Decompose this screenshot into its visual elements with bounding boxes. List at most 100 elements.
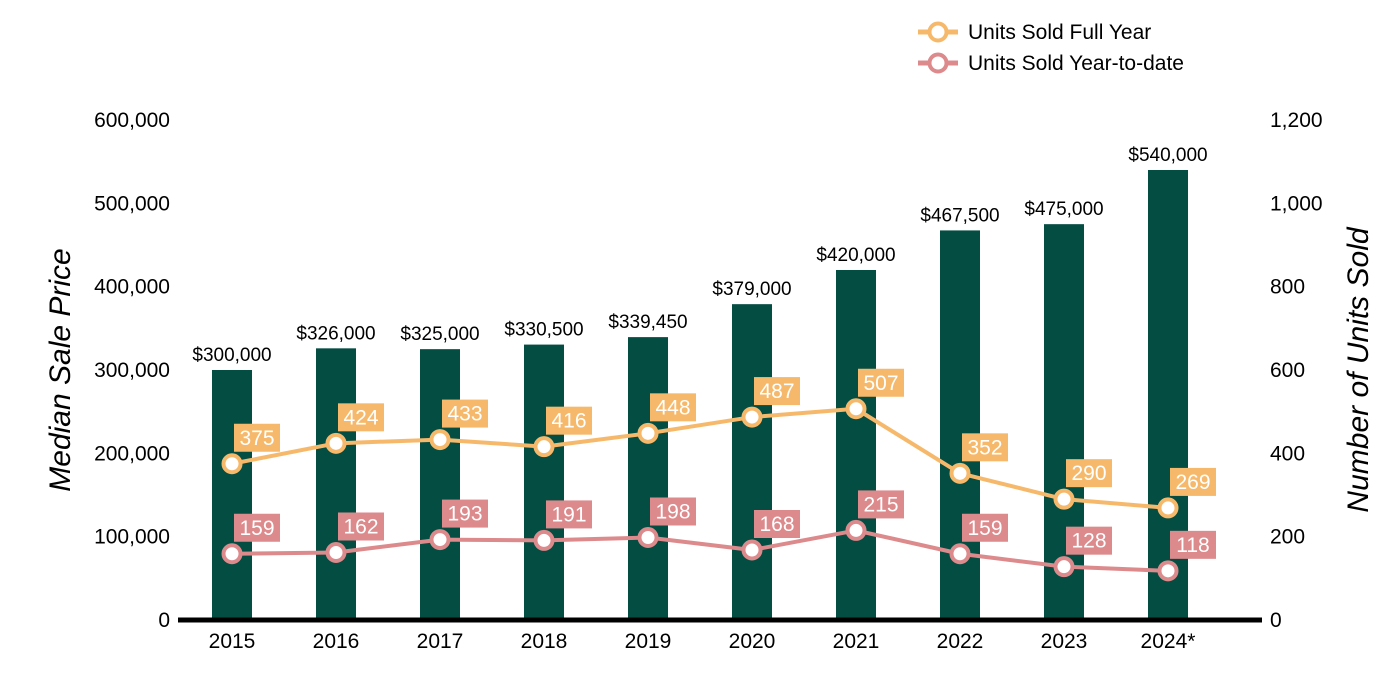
series-point: [741, 406, 763, 428]
y2-axis-title: Number of Units Sold: [1342, 226, 1375, 512]
series-point: [949, 543, 971, 565]
x-tick-label: 2019: [625, 630, 672, 653]
series-point: [1053, 488, 1075, 510]
y2-tick-label: 400: [1270, 442, 1305, 465]
bar: [628, 337, 668, 620]
point-value-label: 433: [447, 403, 482, 426]
point-label-box: [442, 399, 488, 428]
x-tick-label: 2016: [313, 630, 360, 653]
legend-item-ytd: Units Sold Year-to-date: [918, 52, 1184, 75]
y-tick-label: 500,000: [94, 192, 170, 215]
legend-ytd-marker: [927, 52, 949, 74]
point-label-box: [962, 513, 1008, 542]
series-point: [741, 539, 763, 561]
x-axis-ticks: 2015 2016 2017 2018 2019 2020 2021 2022 2023 2024…: [209, 630, 1196, 653]
point-value-label: 416: [551, 410, 586, 433]
point-value-label: 424: [343, 406, 378, 429]
y-tick-label: 400,000: [94, 276, 170, 299]
bar-value-labels: $300,000 $326,000 $325,000 $330,500 $339,450…: [192, 145, 1207, 366]
bar: [732, 304, 772, 620]
point-value-label: 159: [239, 517, 274, 540]
point-label-box: [858, 490, 904, 519]
series-point: [949, 462, 971, 484]
point-label-box: [754, 510, 800, 538]
point-value-label: 191: [551, 503, 586, 526]
point-value-label: 507: [863, 372, 898, 395]
point-value-label: 352: [967, 436, 1002, 459]
y-tick-label: 100,000: [94, 526, 170, 549]
line-series: 375 424 433 416 448 487 507 352 290 269 159 162 193 1…: [221, 368, 1216, 582]
series-point: [221, 453, 243, 475]
bar-value-label: $467,500: [920, 205, 999, 226]
point-label-box: [442, 499, 488, 528]
point-value-label: 193: [447, 503, 482, 526]
bar-value-label: $330,500: [504, 320, 583, 341]
series-point: [1053, 556, 1075, 578]
legend: Units Sold Full Year Units Sold Year-to-…: [918, 21, 1184, 75]
x-tick-label: 2017: [417, 630, 464, 653]
point-value-label: 128: [1071, 530, 1106, 553]
series-point: [325, 432, 347, 454]
bar: [212, 370, 252, 620]
point-label-box: [1170, 467, 1216, 496]
x-tick-label: 2015: [209, 630, 256, 653]
series-line: [231, 406, 1169, 510]
x-tick-label: 2021: [833, 630, 880, 653]
bar-value-label: $379,000: [712, 279, 791, 300]
series-point: [637, 422, 659, 444]
point-label-box: [234, 423, 280, 452]
y-tick-label: 300,000: [94, 359, 170, 382]
point-value-label: 290: [1071, 462, 1106, 485]
y2-tick-label: 1,200: [1270, 109, 1323, 132]
y2-tick-label: 800: [1270, 276, 1305, 299]
point-value-label: 118: [1176, 534, 1209, 557]
bar-value-label: $540,000: [1128, 145, 1207, 166]
point-label-box: [546, 406, 592, 435]
bar-value-label: $339,450: [608, 312, 687, 333]
point-label-box: [546, 500, 592, 529]
y-tick-label: 600,000: [94, 109, 170, 132]
point-label-box: [962, 433, 1008, 462]
series-point: [637, 527, 659, 548]
bar-value-label: $326,000: [296, 323, 375, 344]
y-axis-title: Median Sale Price: [44, 248, 77, 491]
left-axis-ticks: 0 100,000 200,000 300,000 400,000 500,000 600,…: [94, 109, 170, 632]
point-label-box: [650, 393, 696, 422]
bar-value-label: $420,000: [816, 245, 895, 266]
bar: [524, 344, 564, 620]
bar-value-label: $475,000: [1024, 199, 1103, 220]
x-tick-label: 2024*: [1141, 630, 1196, 653]
x-tick-label: 2022: [937, 630, 984, 653]
point-label-box: [754, 377, 800, 406]
point-value-label: 162: [343, 516, 378, 539]
y-tick-label: 0: [158, 609, 170, 632]
series-point: [533, 436, 555, 458]
legend-ytd-label: Units Sold Year-to-date: [968, 52, 1184, 75]
series-line: [231, 528, 1169, 573]
point-value-label: 215: [863, 493, 898, 516]
point-value-label: 448: [655, 396, 690, 419]
bar-value-label: $325,000: [400, 324, 479, 345]
series-point: [429, 429, 451, 451]
y2-tick-label: 1,000: [1270, 192, 1323, 215]
y2-tick-label: 0: [1270, 609, 1282, 632]
point-label-box: [1066, 526, 1112, 555]
bar-value-label: $300,000: [192, 345, 271, 366]
point-value-label: 168: [759, 513, 794, 536]
point-label-box: [234, 513, 280, 542]
bar: [316, 348, 356, 620]
series-point: [533, 529, 555, 551]
point-label-box: [338, 403, 384, 432]
bar: [420, 349, 460, 620]
series-point: [1157, 560, 1179, 582]
point-label-box: [1170, 530, 1216, 559]
point-label-box: [650, 497, 696, 526]
y-tick-label: 200,000: [94, 442, 170, 465]
series-point: [845, 519, 867, 541]
right-axis-ticks: 0 200 400 600 800 1,000 1,200: [1270, 109, 1323, 632]
point-label-box: [858, 368, 904, 397]
point-value-label: 487: [759, 380, 794, 403]
point-value-label: 375: [239, 427, 274, 450]
bar: [836, 270, 876, 620]
series-point: [1157, 497, 1179, 519]
